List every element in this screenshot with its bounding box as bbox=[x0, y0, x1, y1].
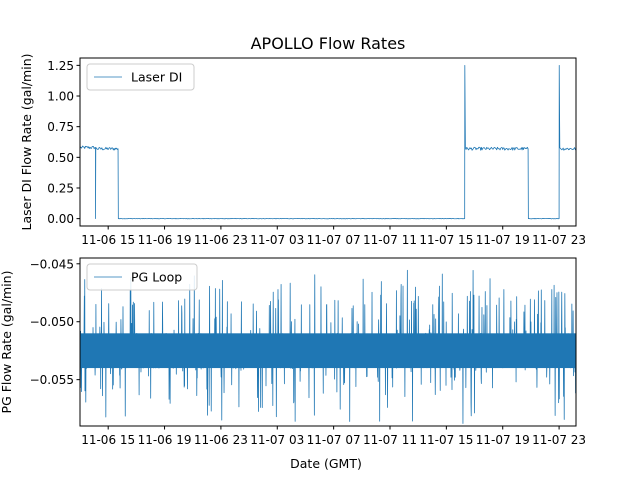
pg-loop-legend-label: PG Loop bbox=[131, 270, 182, 285]
laser-di-y-tick-label: 0.25 bbox=[47, 181, 74, 195]
pg-loop-y-tick-label: −0.050 bbox=[30, 315, 74, 329]
pg-loop-x-tick-label: 11-07 07 bbox=[307, 433, 361, 447]
laser-di-legend-box bbox=[86, 63, 195, 91]
laser-di-legend-label: Laser DI bbox=[131, 70, 182, 85]
pg-loop-legend-box bbox=[86, 263, 198, 291]
laser-di-x-tick-label: 11-07 15 bbox=[419, 233, 473, 247]
pg-loop-x-tick-label: 11-07 11 bbox=[363, 433, 417, 447]
pg-loop-y-tick-label: −0.055 bbox=[30, 373, 74, 387]
laser-di-y-axis: 0.00 0.25 0.50 0.75 1.00 1.25 bbox=[47, 59, 80, 226]
pg-loop-x-tick-label: 11-06 23 bbox=[194, 433, 248, 447]
pg-loop-x-tick-label: 11-06 15 bbox=[81, 433, 135, 447]
pg-loop-x-tick-label: 11-07 15 bbox=[419, 433, 473, 447]
laser-di-x-axis: 11-06 15 11-06 19 11-06 23 11-07 03 11-07 07… bbox=[81, 226, 586, 247]
laser-di-x-tick-label: 11-06 23 bbox=[194, 233, 248, 247]
laser-di-y-tick-label: 0.00 bbox=[47, 212, 74, 226]
x-axis-label: Date (GMT) bbox=[290, 456, 362, 471]
pg-loop-y-axis: −0.055 −0.050 −0.045 bbox=[30, 257, 80, 387]
pg-loop-dense-band bbox=[80, 333, 576, 369]
laser-di-y-tick-label: 0.75 bbox=[47, 120, 74, 134]
pg-loop-axes-frame bbox=[79, 257, 577, 427]
laser-di-series-group bbox=[79, 64, 577, 220]
laser-di-series-line bbox=[79, 64, 577, 220]
pg-loop-x-axis: 11-06 15 11-06 19 11-06 23 11-07 03 11-07 07… bbox=[81, 426, 586, 447]
laser-di-x-tick-label: 11-07 19 bbox=[476, 233, 530, 247]
pg-loop-series-group bbox=[79, 269, 577, 424]
laser-di-x-tick-label: 11-07 23 bbox=[532, 233, 586, 247]
pg-loop-legend: PG Loop bbox=[86, 263, 198, 291]
laser-di-y-tick-label: 1.25 bbox=[47, 59, 74, 73]
laser-di-legend: Laser DI bbox=[86, 63, 195, 91]
pg-loop-x-tick-label: 11-06 19 bbox=[138, 433, 192, 447]
laser-di-x-tick-label: 11-07 11 bbox=[363, 233, 417, 247]
pg-loop-chart: −0.055 −0.050 −0.045 11-06 15 11-06 19 11-06… bbox=[0, 257, 586, 471]
pg-loop-y-axis-label: PG Flow Rate (gal/min) bbox=[0, 271, 14, 414]
laser-di-y-tick-label: 0.50 bbox=[47, 151, 74, 165]
pg-loop-x-tick-label: 11-07 23 bbox=[532, 433, 586, 447]
laser-di-x-tick-label: 11-06 19 bbox=[138, 233, 192, 247]
laser-di-y-tick-label: 1.00 bbox=[47, 90, 74, 104]
laser-di-x-tick-label: 11-06 15 bbox=[81, 233, 135, 247]
pg-loop-y-tick-label: −0.045 bbox=[30, 257, 74, 271]
pg-loop-x-tick-label: 11-07 19 bbox=[476, 433, 530, 447]
laser-di-x-tick-label: 11-07 07 bbox=[307, 233, 361, 247]
laser-di-x-tick-label: 11-07 03 bbox=[250, 233, 304, 247]
chart-title: APOLLO Flow Rates bbox=[251, 34, 406, 53]
laser-di-y-axis-label: Laser DI Flow Rate (gal/min) bbox=[19, 54, 34, 231]
pg-loop-x-tick-label: 11-07 03 bbox=[250, 433, 304, 447]
laser-di-axes-frame bbox=[79, 57, 577, 227]
laser-di-chart: APOLLO Flow Rates 0.00 0.25 0.50 0.75 1.00 1.… bbox=[19, 34, 586, 247]
